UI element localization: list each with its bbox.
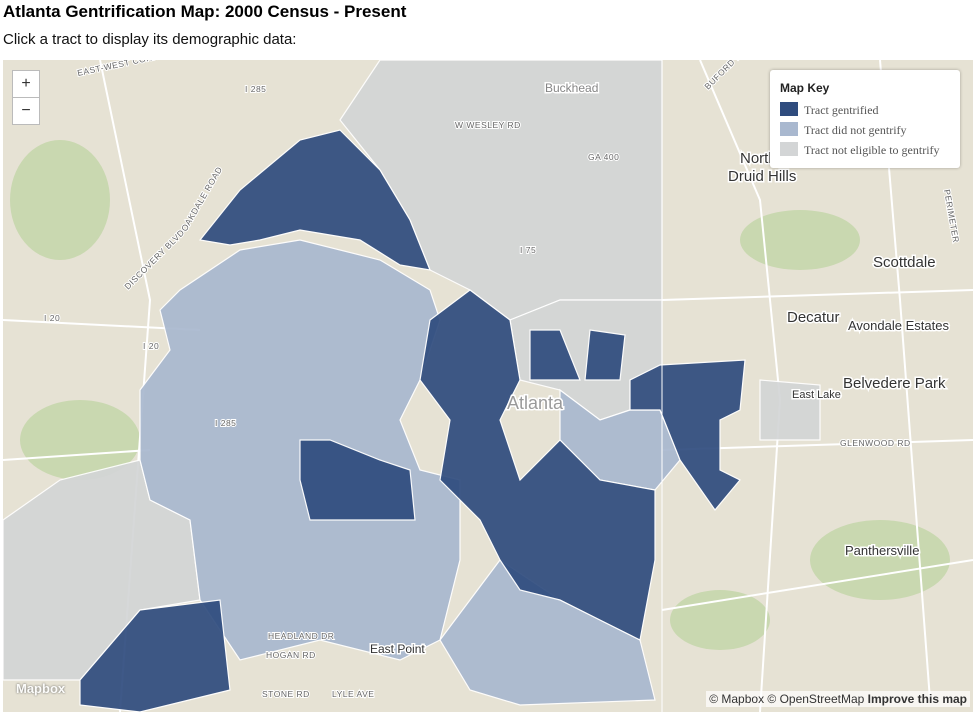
place-labels: Buckhead North Druid Hills Scottdale Dec… <box>369 80 951 658</box>
zoom-out-button[interactable]: − <box>12 97 40 125</box>
road-label: I 20 <box>143 341 159 351</box>
road-label: I 20 <box>44 313 60 323</box>
road-label: GLENWOOD RD <box>840 438 911 448</box>
legend-swatch <box>780 122 798 136</box>
tracts <box>3 60 821 712</box>
tract[interactable] <box>529 329 581 381</box>
legend-swatch <box>780 142 798 156</box>
legend-entry: Tract not eligible to gentrify <box>780 142 940 158</box>
place-label: Druid Hills <box>728 168 796 185</box>
road-label: I 75 <box>520 245 536 255</box>
improve-map-link[interactable]: Improve this map <box>867 692 967 706</box>
legend-label: Tract not eligible to gentrify <box>804 143 940 157</box>
tract[interactable] <box>584 329 626 381</box>
place-label: North <box>740 150 777 167</box>
place-label: Belvedere Park <box>843 375 946 392</box>
page-subtitle: Click a tract to display its demographic… <box>3 31 297 48</box>
road-label: STONE RD <box>262 689 310 699</box>
legend-entry: Tract gentrified <box>780 102 879 118</box>
legend-entry: Tract did not gentrify <box>780 122 907 138</box>
zoom-in-button[interactable]: + <box>12 70 40 98</box>
place-label: Panthersville <box>845 543 919 558</box>
place-label: Scottdale <box>873 254 936 271</box>
road-label: GA 400 <box>588 152 619 162</box>
tract[interactable] <box>79 599 231 712</box>
tract[interactable] <box>299 439 416 521</box>
road-label: I 285 <box>245 84 266 94</box>
mapbox-logo[interactable]: Mapbox <box>16 681 66 696</box>
place-label: Atlanta <box>507 393 564 413</box>
map[interactable]: EAST-WEST CONNECTOR I 285 W WESLEY RD GA… <box>3 60 973 712</box>
legend-label: Tract did not gentrify <box>804 123 907 137</box>
tract[interactable] <box>759 379 821 441</box>
place-label: East Lake <box>792 389 841 401</box>
road-label: W WESLEY RD <box>455 120 521 130</box>
road-label: LYLE AVE <box>332 689 374 699</box>
legend-swatch <box>780 102 798 116</box>
page-title: Atlanta Gentrification Map: 2000 Census … <box>3 2 407 21</box>
legend: Map Key Tract gentrified Tract did not ge… <box>770 70 960 168</box>
legend-title: Map Key <box>780 81 830 95</box>
attribution-credits[interactable]: © Mapbox © OpenStreetMap <box>709 692 865 706</box>
attribution: © Mapbox © OpenStreetMap Improve this ma… <box>706 691 970 707</box>
road-label: HOGAN RD <box>266 650 316 660</box>
legend-label: Tract gentrified <box>804 103 879 117</box>
place-label: Avondale Estates <box>848 318 949 333</box>
tract[interactable] <box>198 129 431 271</box>
road-label: I 285 <box>215 418 236 428</box>
tract[interactable] <box>419 289 656 641</box>
road-label: HEADLAND DR <box>268 631 334 641</box>
place-label: Buckhead <box>545 81 598 95</box>
place-label: East Point <box>370 642 425 656</box>
tract[interactable] <box>629 359 746 511</box>
parks <box>10 140 950 650</box>
place-label: Decatur <box>787 309 840 326</box>
